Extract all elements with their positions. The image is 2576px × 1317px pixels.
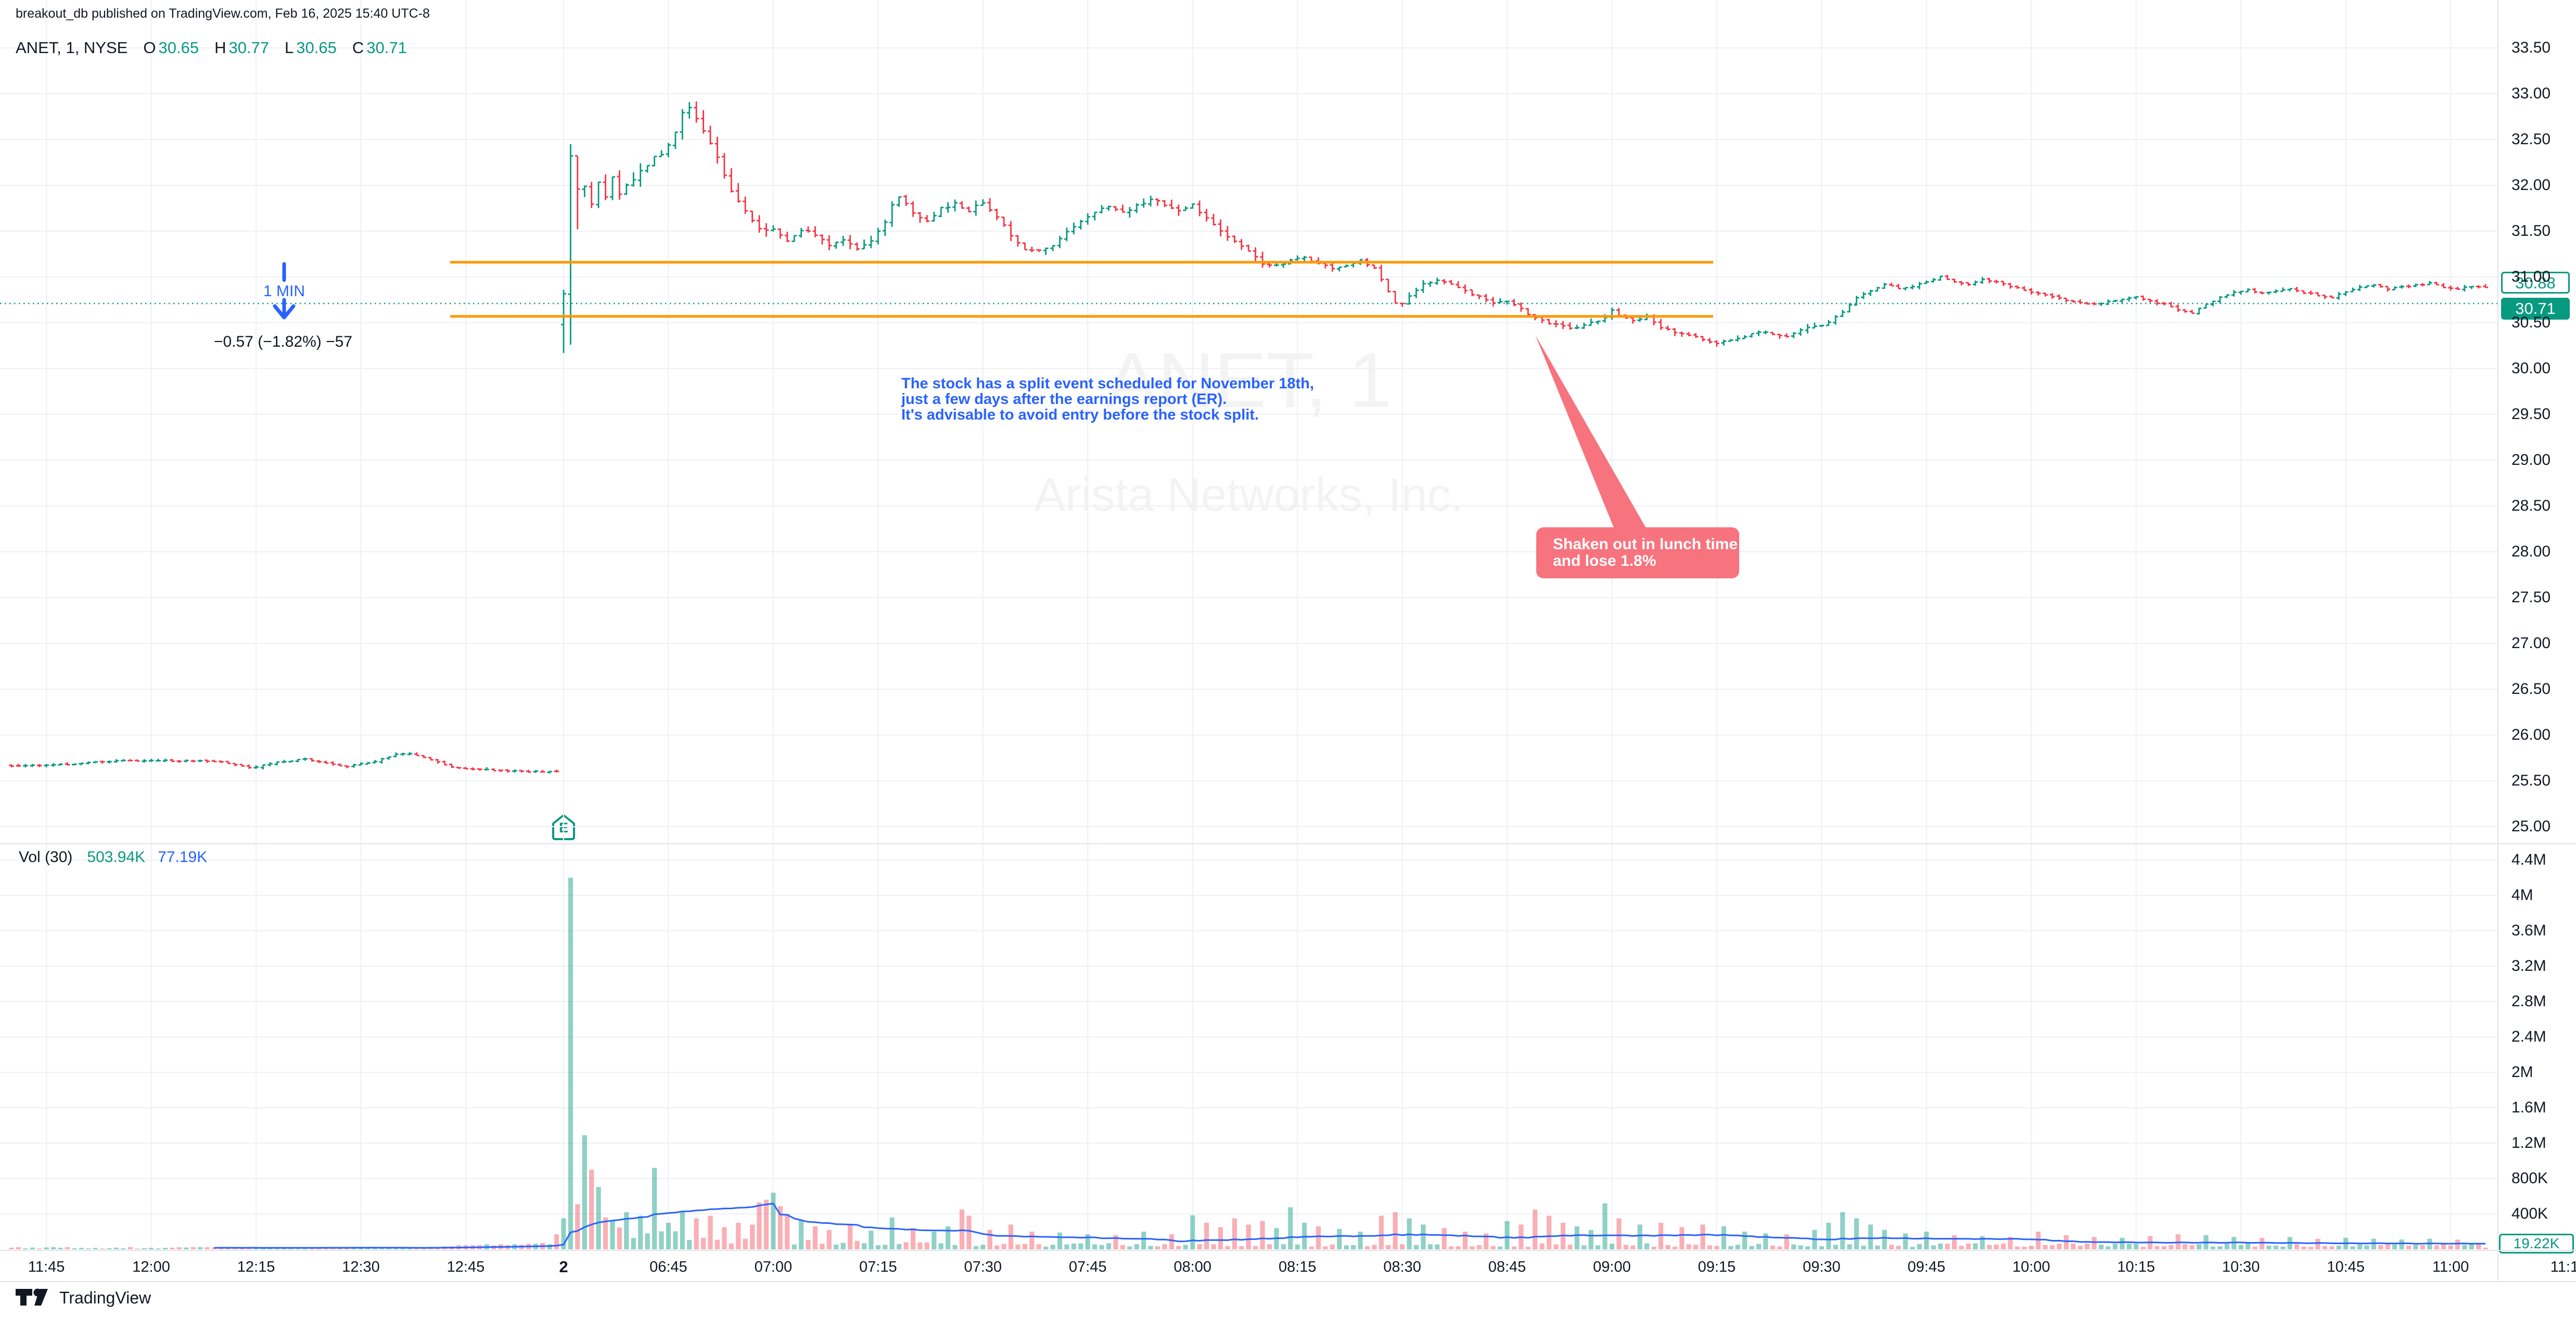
pane-separators	[0, 0, 2576, 1282]
price-axis-label: 31.50	[2511, 222, 2551, 239]
symbol-legend[interactable]: ANET, 1, NYSE O 30.65 H 30.77 L 30.65 C 30.7…	[16, 39, 407, 57]
price-axis-label: 26.50	[2511, 680, 2551, 698]
volume-ma-line	[214, 1202, 2486, 1249]
callout-line: and lose 1.8%	[1553, 552, 1656, 569]
volume-ma-value: 77.19K	[158, 849, 208, 866]
price-axis-label: 27.00	[2511, 635, 2551, 652]
volume-axis-label: 400K	[2511, 1205, 2548, 1222]
callout-pointer[interactable]	[1535, 335, 1647, 529]
time-axis-label: 11:00	[2432, 1259, 2469, 1275]
interval-note-label[interactable]: 1 MIN	[263, 283, 305, 300]
price-axis-label: 33.00	[2511, 85, 2551, 102]
price-axis-label: 27.50	[2511, 589, 2551, 606]
shakeout-callout[interactable]: Shaken out in lunch time and lose 1.8%	[1536, 527, 1739, 578]
time-axis-label: 08:45	[1488, 1259, 1526, 1275]
price-axis-label: 32.00	[2511, 176, 2551, 194]
volume-axis-label: 2M	[2511, 1063, 2533, 1081]
price-axis-label: 30.50	[2511, 314, 2551, 331]
tradingview-logo-icon	[16, 1288, 48, 1306]
last-price-badge: 30.71	[2501, 298, 2570, 320]
price-axis-label: 30.00	[2511, 360, 2551, 377]
breakout-level-lines[interactable]	[450, 261, 1713, 318]
time-axis-label: 07:15	[859, 1259, 897, 1275]
split-event-note[interactable]: The stock has a split event scheduled fo…	[901, 376, 1314, 423]
publish-byline[interactable]: breakout_db published on TradingView.com…	[16, 6, 430, 21]
time-axis-label: 08:15	[1278, 1259, 1317, 1275]
time-axis-label: 06:45	[649, 1259, 687, 1275]
price-axis-label: 25.00	[2511, 818, 2551, 835]
time-axis-label: 11:15	[2550, 1259, 2576, 1275]
price-axis-label: 26.00	[2511, 726, 2551, 743]
time-axis-label: 09:00	[1593, 1259, 1631, 1275]
time-axis-label: 10:30	[2222, 1259, 2260, 1275]
price-axis-label: 29.50	[2511, 406, 2551, 423]
ohlc-high: H 30.77	[214, 39, 270, 57]
time-axis-label: 12:45	[447, 1259, 485, 1275]
time-axis-label: 09:15	[1698, 1259, 1736, 1275]
ohlc-close: C 30.71	[352, 39, 407, 57]
volume-axis-label: 4M	[2511, 887, 2533, 904]
tradingview-logo[interactable]: TradingView	[15, 1288, 151, 1308]
time-axis-label: 07:00	[754, 1259, 793, 1275]
grid-lines	[0, 0, 2498, 1249]
ohlc-open: O 30.65	[143, 39, 199, 57]
volume-axis-label: 800K	[2511, 1170, 2548, 1187]
time-axis-label: 12:30	[342, 1259, 380, 1275]
time-axis-label: 07:45	[1068, 1259, 1107, 1275]
volume-axis-label: 3.6M	[2511, 922, 2546, 939]
price-axis-label: 29.00	[2511, 451, 2551, 468]
volume-legend-value: 503.94K	[87, 849, 146, 866]
time-axis-label: 2	[559, 1258, 568, 1276]
volume-legend-label: Vol (30)	[19, 849, 73, 866]
change-note: −0.57 (−1.82%) −57	[213, 333, 353, 350]
price-axis-label: 32.50	[2511, 131, 2551, 148]
time-axis-label: 07:30	[964, 1259, 1002, 1275]
time-axis-label: 08:30	[1383, 1259, 1421, 1275]
volume-axis-label: 1.6M	[2511, 1099, 2546, 1116]
close-price-badge: 30.88	[2501, 272, 2570, 294]
callout-line: Shaken out in lunch time	[1553, 536, 1738, 553]
time-axis-label: 09:30	[1803, 1259, 1841, 1275]
volume-bars	[9, 878, 2488, 1249]
tradingview-logo-text: TradingView	[59, 1288, 151, 1307]
split-note-line: It's advisable to avoid entry before the…	[901, 407, 1259, 423]
time-axis-label: 08:00	[1174, 1259, 1212, 1275]
split-note-line: The stock has a split event scheduled fo…	[901, 375, 1314, 392]
time-axis-label: 12:00	[132, 1259, 170, 1275]
split-note-line: just a few days after the earnings repor…	[901, 391, 1227, 408]
time-axis-label: 10:15	[2117, 1259, 2155, 1275]
time-axis-label: 11:45	[28, 1259, 65, 1275]
price-axis-label: 28.00	[2511, 543, 2551, 560]
price-axis-label: 28.50	[2511, 497, 2551, 514]
volume-axis-label: 2.4M	[2511, 1028, 2546, 1045]
volume-axis-label: 1.2M	[2511, 1134, 2546, 1151]
price-axis-label: 25.50	[2511, 772, 2551, 789]
price-axis-label: 33.50	[2511, 39, 2551, 56]
time-axis-label: 10:45	[2327, 1259, 2365, 1275]
ohlc-bars	[9, 102, 2489, 774]
symbol-title: ANET, 1, NYSE	[16, 39, 128, 57]
time-axis-label: 12:15	[237, 1259, 275, 1275]
volume-axis-label: 3.2M	[2511, 957, 2546, 974]
volume-axis-label: 2.8M	[2511, 993, 2546, 1010]
volume-axis-label: 4.4M	[2511, 851, 2546, 868]
ohlc-low: L 30.65	[285, 39, 337, 57]
volume-legend[interactable]: Vol (30) 503.94K 77.19K	[19, 849, 207, 866]
one-min-arrow[interactable]	[273, 262, 296, 320]
time-axis-label: 09:45	[1907, 1259, 1946, 1275]
price-axis-label: 31.00	[2511, 268, 2551, 285]
time-axis-label: 10:00	[2012, 1259, 2050, 1275]
